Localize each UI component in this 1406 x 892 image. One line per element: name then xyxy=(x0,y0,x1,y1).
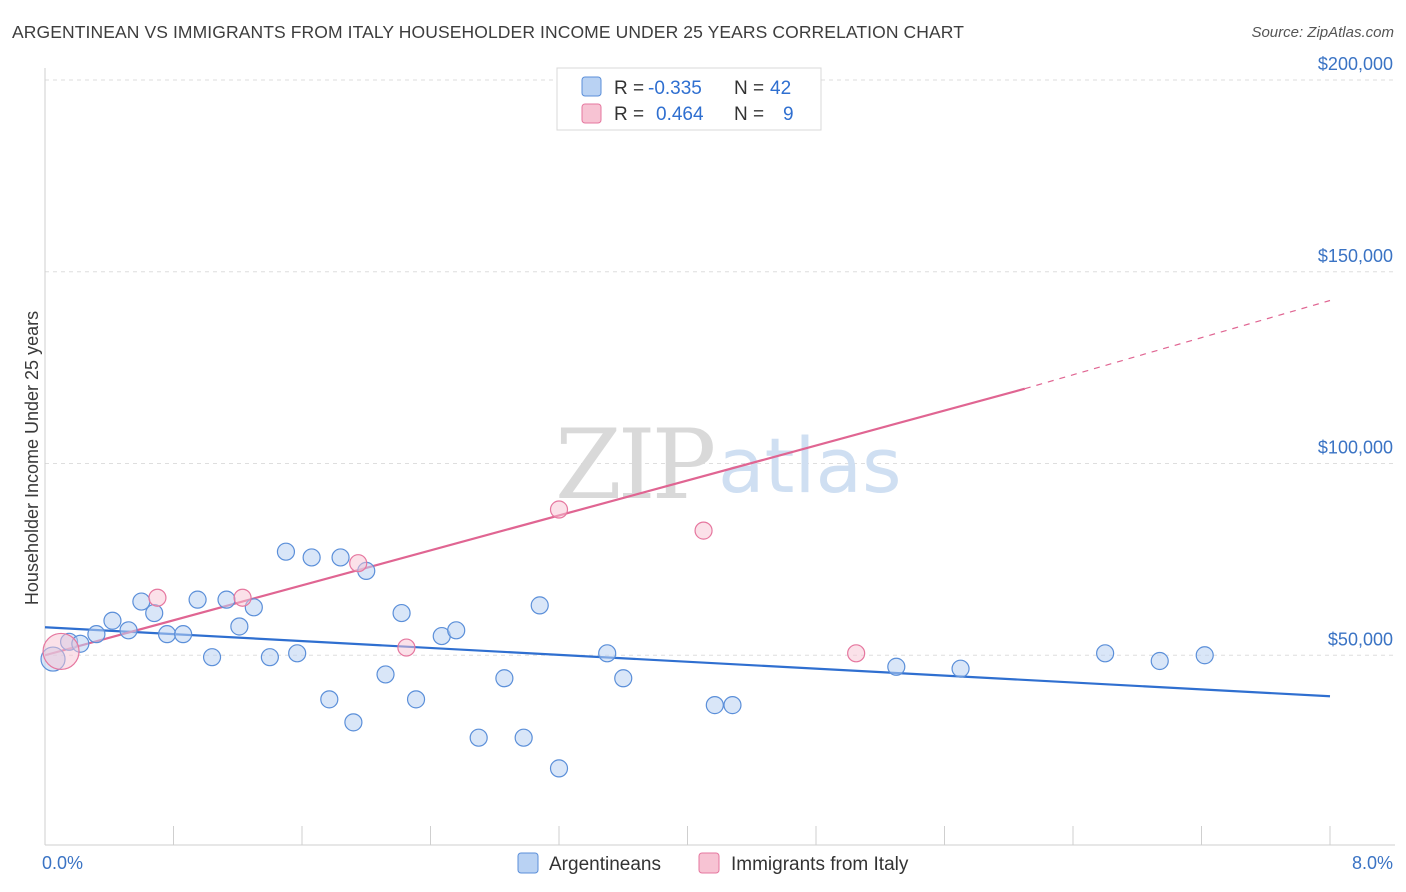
point-argentineans xyxy=(887,657,906,676)
legend-r-label: R = xyxy=(614,78,644,99)
y-tick-label: $50,000 xyxy=(1328,629,1393,649)
legend-swatch-argentineans xyxy=(517,852,539,874)
point-argentineans xyxy=(260,648,279,667)
watermark-atlas: atlas xyxy=(718,421,902,510)
x-tick-label: 8.0% xyxy=(1352,853,1393,873)
trend-line-argentineans xyxy=(44,626,1331,698)
trend-line-italy-extension xyxy=(1024,299,1331,390)
point-argentineans xyxy=(705,696,724,715)
grid-lines xyxy=(45,79,1395,656)
point-argentineans xyxy=(276,542,296,561)
point-argentineans xyxy=(217,590,236,609)
point-argentineans xyxy=(1096,644,1115,663)
point-argentineans xyxy=(202,648,222,667)
point-argentineans xyxy=(469,728,488,747)
point-argentineans xyxy=(514,728,533,747)
legend-label-argentineans: Argentineans xyxy=(549,854,661,875)
legend-bottom: Argentineans Immigrants from Italy xyxy=(517,852,909,875)
legend-top: R = -0.335 N = 42 R = 0.464 N = 9 xyxy=(556,67,822,131)
y-tick-label: $150,000 xyxy=(1318,246,1393,266)
point-argentineans xyxy=(392,603,411,623)
point-argentineans xyxy=(174,625,193,644)
y-tick-label: $200,000 xyxy=(1318,54,1393,74)
source-credit: Source: ZipAtlas.com xyxy=(1251,24,1394,41)
y-axis-label: Householder Income Under 25 years xyxy=(22,311,42,605)
point-argentineans xyxy=(331,548,350,567)
tick-labels: $50,000 $100,000 $150,000 $200,000 0.0% 8.0% xyxy=(42,54,1393,873)
point-italy xyxy=(694,521,713,540)
watermark: ZIP atlas xyxy=(555,409,902,521)
point-argentineans xyxy=(1195,646,1214,665)
legend-n-value: 42 xyxy=(770,78,791,99)
axes xyxy=(44,68,1395,846)
point-argentineans xyxy=(87,625,106,644)
legend-swatch-italy xyxy=(698,852,720,874)
watermark-zip: ZIP xyxy=(555,409,714,521)
point-argentineans xyxy=(119,621,138,640)
point-italy xyxy=(847,644,866,663)
point-argentineans xyxy=(103,611,122,630)
point-argentineans xyxy=(302,548,321,567)
y-tick-label: $100,000 xyxy=(1318,438,1393,458)
data-points xyxy=(40,109,1214,778)
point-argentineans xyxy=(530,596,549,615)
legend-label-italy: Immigrants from Italy xyxy=(731,854,909,875)
legend-r-value: -0.335 xyxy=(648,78,702,99)
point-italy xyxy=(549,500,569,519)
point-argentineans xyxy=(376,665,395,684)
point-italy xyxy=(233,588,252,607)
point-argentineans xyxy=(157,625,177,644)
point-argentineans xyxy=(320,690,339,709)
legend-r-value: 0.464 xyxy=(656,104,704,125)
point-argentineans xyxy=(723,696,742,715)
chart-title: ARGENTINEAN VS IMMIGRANTS FROM ITALY HOU… xyxy=(12,22,964,42)
point-italy xyxy=(349,554,368,573)
point-argentineans xyxy=(614,669,633,688)
point-argentineans xyxy=(1150,651,1169,671)
point-argentineans xyxy=(495,669,514,688)
point-argentineans xyxy=(344,713,363,732)
point-argentineans xyxy=(145,603,164,623)
point-argentineans xyxy=(230,617,249,636)
point-argentineans xyxy=(549,759,569,778)
point-italy xyxy=(42,632,80,671)
point-italy xyxy=(397,638,416,657)
trend-line-italy xyxy=(44,387,1026,657)
x-tick-label: 0.0% xyxy=(42,853,83,873)
point-argentineans xyxy=(188,590,207,609)
point-argentineans xyxy=(598,644,617,663)
legend-n-label: N = xyxy=(734,104,764,125)
legend-n-value: 9 xyxy=(783,104,794,125)
legend-n-label: N = xyxy=(734,78,764,99)
trend-lines xyxy=(44,299,1331,698)
legend-swatch-italy xyxy=(581,103,602,124)
point-argentineans xyxy=(406,690,426,709)
point-italy xyxy=(148,588,167,607)
legend-r-label: R = xyxy=(614,104,644,125)
point-argentineans xyxy=(447,621,466,640)
legend-swatch-argentineans xyxy=(581,76,602,97)
point-argentineans xyxy=(288,644,307,663)
point-argentineans xyxy=(951,659,970,678)
